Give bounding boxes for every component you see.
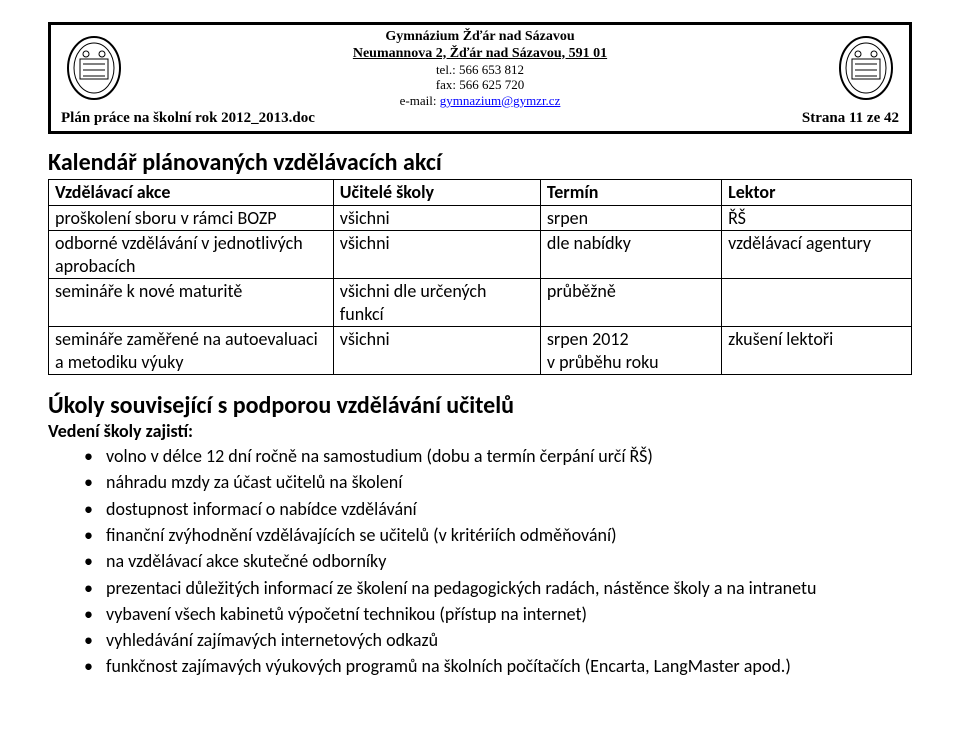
education-events-table: Vzdělávací akce Učitelé školy Termín Lek… bbox=[48, 179, 912, 375]
table-header: Učitelé školy bbox=[333, 180, 540, 206]
table-cell: všichni dle určených funkcí bbox=[333, 279, 540, 327]
list-item: vyhledávání zajímavých internetových odk… bbox=[84, 628, 912, 652]
list-item: na vzdělávací akce skutečné odborníky bbox=[84, 549, 912, 573]
table-cell: vzdělávací agentury bbox=[722, 231, 912, 279]
table-cell: srpen bbox=[540, 205, 721, 231]
table-cell: ŘŠ bbox=[722, 205, 912, 231]
letterhead-inner: Gymnázium Žďár nad Sázavou Neumannova 2,… bbox=[61, 29, 899, 108]
list-item: vybavení všech kabinetů výpočetní techni… bbox=[84, 602, 912, 626]
list-item: funkčnost zajímavých výukových programů … bbox=[84, 654, 912, 678]
section-title-calendar: Kalendář plánovaných vzdělávacích akcí bbox=[48, 148, 912, 177]
table-cell: průběžně bbox=[540, 279, 721, 327]
school-tel: tel.: 566 653 812 bbox=[139, 62, 821, 77]
bullet-list: volno v délce 12 dní ročně na samostudiu… bbox=[48, 444, 912, 679]
table-header: Vzdělávací akce bbox=[49, 180, 334, 206]
table-row: odborné vzdělávání v jednotlivých aproba… bbox=[49, 231, 912, 279]
table-cell: všichni bbox=[333, 231, 540, 279]
table-row: proškolení sboru v rámci BOZP všichni sr… bbox=[49, 205, 912, 231]
school-email-line: e-mail: gymnazium@gymzr.cz bbox=[139, 93, 821, 108]
list-item: náhradu mzdy za účast učitelů na školení bbox=[84, 470, 912, 494]
table-cell bbox=[722, 279, 912, 327]
document-name: Plán práce na školní rok 2012_2013.doc bbox=[61, 110, 315, 127]
section-title-tasks: Úkoly související s podporou vzdělávání … bbox=[48, 391, 912, 420]
letterhead-box: Gymnázium Žďár nad Sázavou Neumannova 2,… bbox=[48, 22, 912, 134]
table-row: semináře k nové maturitě všichni dle urč… bbox=[49, 279, 912, 327]
table-header-row: Vzdělávací akce Učitelé školy Termín Lek… bbox=[49, 180, 912, 206]
table-header: Lektor bbox=[722, 180, 912, 206]
school-crest-icon bbox=[65, 34, 123, 102]
table-cell: všichni bbox=[333, 205, 540, 231]
table-cell: všichni bbox=[333, 327, 540, 375]
email-prefix: e-mail: bbox=[400, 93, 440, 108]
page-number: Strana 11 ze 42 bbox=[802, 110, 899, 127]
logo-left bbox=[61, 29, 127, 107]
email-link[interactable]: gymnazium@gymzr.cz bbox=[440, 93, 561, 108]
table-cell: zkušení lektoři bbox=[722, 327, 912, 375]
table-header: Termín bbox=[540, 180, 721, 206]
table-cell: proškolení sboru v rámci BOZP bbox=[49, 205, 334, 231]
letterhead-footer: Plán práce na školní rok 2012_2013.doc S… bbox=[61, 110, 899, 127]
school-address: Neumannova 2, Žďár nad Sázavou, 591 01 bbox=[139, 46, 821, 63]
table-cell: srpen 2012 v průběhu roku bbox=[540, 327, 721, 375]
lead-in-text: Vedení školy zajistí: bbox=[48, 420, 912, 442]
logo-right bbox=[833, 29, 899, 107]
list-item: volno v délce 12 dní ročně na samostudiu… bbox=[84, 444, 912, 468]
table-row: semináře zaměřené na autoevaluaci a meto… bbox=[49, 327, 912, 375]
list-item: prezentaci důležitých informací ze škole… bbox=[84, 576, 912, 600]
school-crest-icon bbox=[837, 34, 895, 102]
table-cell: dle nabídky bbox=[540, 231, 721, 279]
list-item: dostupnost informací o nabídce vzděláván… bbox=[84, 497, 912, 521]
list-item: finanční zvýhodnění vzdělávajících se uč… bbox=[84, 523, 912, 547]
table-cell: semináře zaměřené na autoevaluaci a meto… bbox=[49, 327, 334, 375]
letterhead-center: Gymnázium Žďár nad Sázavou Neumannova 2,… bbox=[139, 29, 821, 108]
table-cell: semináře k nové maturitě bbox=[49, 279, 334, 327]
table-cell: odborné vzdělávání v jednotlivých aproba… bbox=[49, 231, 334, 279]
school-fax: fax: 566 625 720 bbox=[139, 77, 821, 92]
school-name: Gymnázium Žďár nad Sázavou bbox=[139, 29, 821, 46]
